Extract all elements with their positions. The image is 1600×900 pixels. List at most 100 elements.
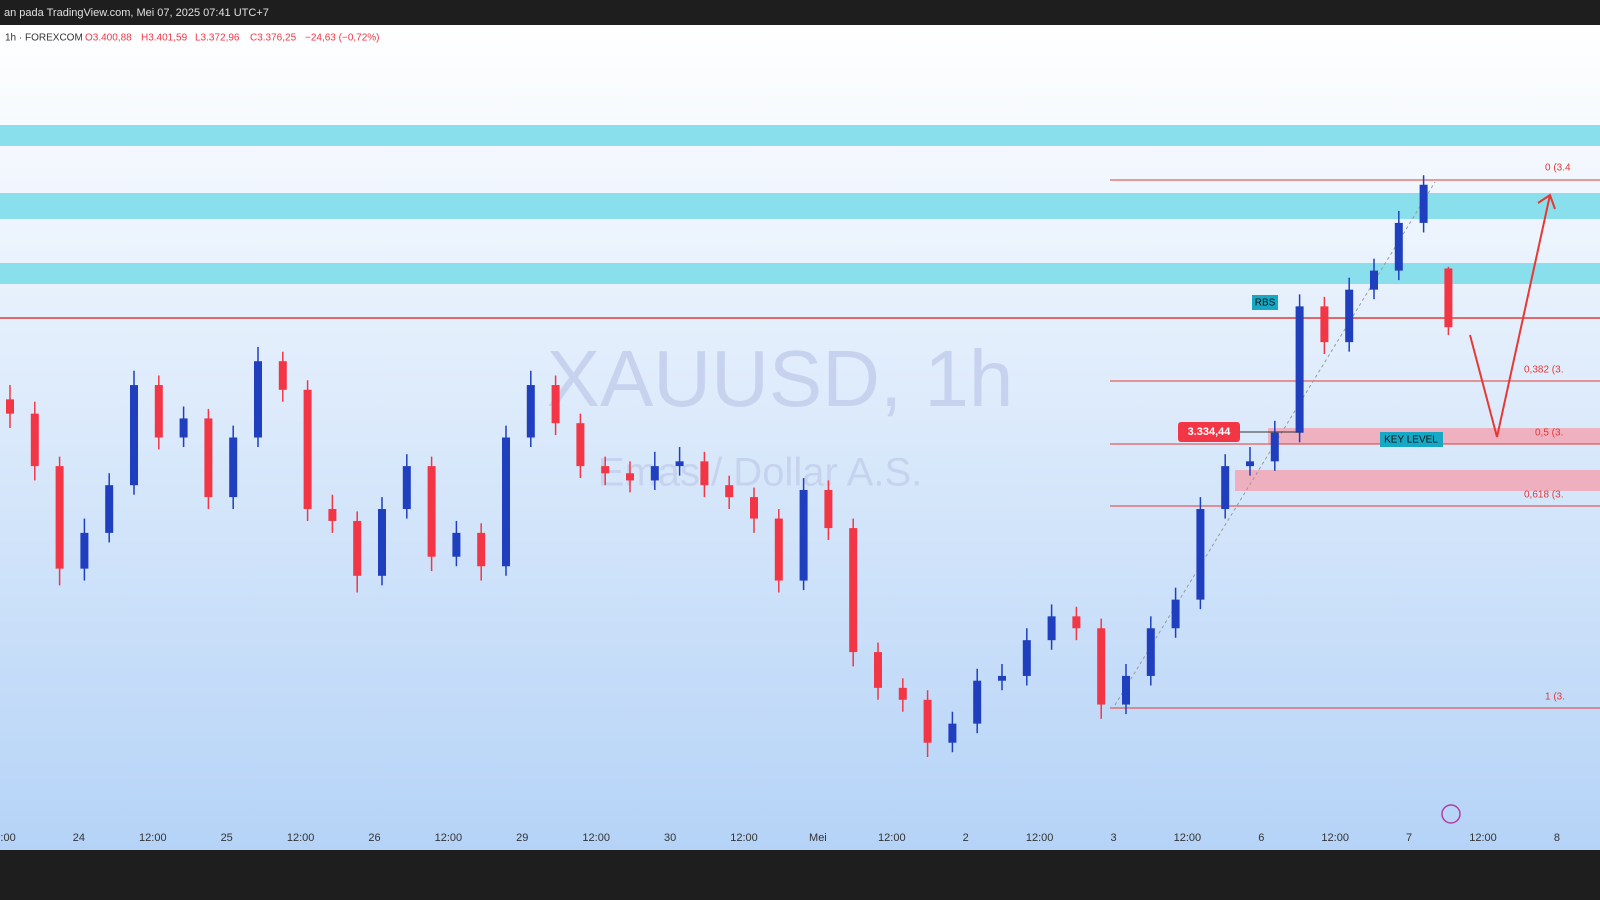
event-icon[interactable] (1441, 804, 1461, 824)
x-tick-label: 12:00 (1026, 832, 1054, 844)
candle-body (576, 423, 585, 467)
fib-label: 0,5 (3. (1535, 428, 1563, 439)
candle-body (1295, 306, 1304, 433)
candle-body (998, 675, 1006, 681)
candle-body (278, 361, 287, 390)
fib-lines (1110, 179, 1600, 709)
low: L3.372,96 (195, 33, 240, 44)
rbs-label: RBS (1255, 298, 1276, 309)
candle-body (650, 466, 659, 481)
zone (0, 263, 1600, 284)
caption: an pada TradingView.com, Mei 07, 2025 07… (4, 7, 269, 19)
projection-arrow (1469, 193, 1556, 438)
key-level-box (1380, 432, 1443, 447)
candle-body (1320, 306, 1329, 343)
change: −24,63 (−0,72%) (305, 33, 380, 44)
candle-body (948, 723, 957, 743)
candle-body (750, 497, 758, 519)
candle-body (154, 385, 163, 438)
candle-body (55, 466, 64, 569)
candle-body (849, 528, 858, 653)
candle-body (923, 699, 932, 743)
top-bar (0, 0, 1600, 25)
x-tick-label: 12:00 (435, 832, 463, 844)
x-tick-label: 25 (221, 832, 233, 844)
x-tick-label: 12:00 (878, 832, 906, 844)
candle-body (526, 385, 535, 438)
candle-body (874, 652, 882, 688)
candle-body (105, 485, 114, 533)
bottom-bar (0, 850, 1600, 900)
candle-body (700, 461, 709, 486)
x-axis: 2:002412:002512:002612:002912:003012:00M… (0, 832, 1560, 844)
x-tick-label: 30 (664, 832, 676, 844)
candle-body (1122, 675, 1130, 705)
x-tick-label: 12:00 (582, 832, 610, 844)
candle-body (254, 361, 262, 438)
fib-label: 1 (3. (1545, 692, 1565, 703)
x-tick-label: 12:00 (287, 832, 315, 844)
rbs-box (1252, 295, 1278, 310)
candle-body (353, 520, 362, 576)
x-tick-label: Mei (809, 832, 827, 844)
x-tick-label: 7 (1406, 832, 1412, 844)
candle-body (204, 418, 213, 498)
candle-body (1022, 640, 1031, 676)
candle-body (1072, 616, 1081, 629)
x-tick-label: 8 (1554, 832, 1560, 844)
x-tick-label: 24 (73, 832, 85, 844)
symbol: 1h · FOREXCOM (5, 33, 83, 44)
x-tick-label: 12:00 (1174, 832, 1202, 844)
close: C3.376,25 (250, 33, 297, 44)
x-tick-label: 2:00 (0, 832, 16, 844)
high: H3.401,59 (141, 33, 188, 44)
candles (6, 175, 1453, 758)
fib-label: 0 (3.4 (1545, 163, 1571, 174)
x-tick-label: 6 (1258, 832, 1264, 844)
candle-body (452, 532, 461, 557)
candle-body (6, 399, 14, 414)
candle-body (601, 466, 610, 474)
x-tick-label: 2 (963, 832, 969, 844)
x-tick-label: 12:00 (730, 832, 758, 844)
fib-label: 0,618 (3. (1524, 490, 1563, 501)
candle-body (1097, 628, 1106, 705)
price-tag (1178, 422, 1240, 442)
candle-body (1221, 466, 1230, 510)
open: O3.400,88 (85, 33, 132, 44)
candle-body (303, 389, 312, 510)
candle-body (477, 532, 486, 567)
candle-body (502, 437, 510, 567)
fib-label: 0,382 (3. (1524, 365, 1563, 376)
zone (0, 193, 1600, 219)
candle-body (675, 461, 684, 467)
candle-body (1394, 222, 1403, 271)
watermark-subtitle: Emas / Dollar A.S. (598, 451, 923, 495)
candle-body (1146, 628, 1155, 676)
x-tick-label: 12:00 (1321, 832, 1349, 844)
candle-body (725, 485, 734, 498)
candle-body (1270, 432, 1279, 462)
x-tick-label: 12:00 (1469, 832, 1497, 844)
fib-labels: 0 (3.4 0,382 (3. 0,5 (3. 0,618 (3. 1 (3. (1524, 163, 1571, 703)
candle-body (1171, 599, 1180, 629)
candle-body (1047, 616, 1056, 641)
candle-body (179, 418, 188, 438)
candle-body (1444, 268, 1453, 328)
x-tick-label: 12:00 (139, 832, 167, 844)
candle-body (427, 466, 436, 557)
candle-body (402, 466, 411, 510)
candle-body (130, 385, 138, 486)
candle-body (1419, 184, 1428, 223)
zone (0, 125, 1600, 146)
candle-body (1196, 509, 1205, 600)
legend: 1h · FOREXCOM O3.400,88 H3.401,59 L3.372… (5, 33, 380, 44)
candle-body (973, 680, 982, 724)
candle-body (1246, 461, 1254, 467)
candle-body (1345, 289, 1354, 343)
candle-body (328, 509, 337, 521)
candle-body (378, 509, 386, 576)
x-tick-label: 26 (368, 832, 380, 844)
